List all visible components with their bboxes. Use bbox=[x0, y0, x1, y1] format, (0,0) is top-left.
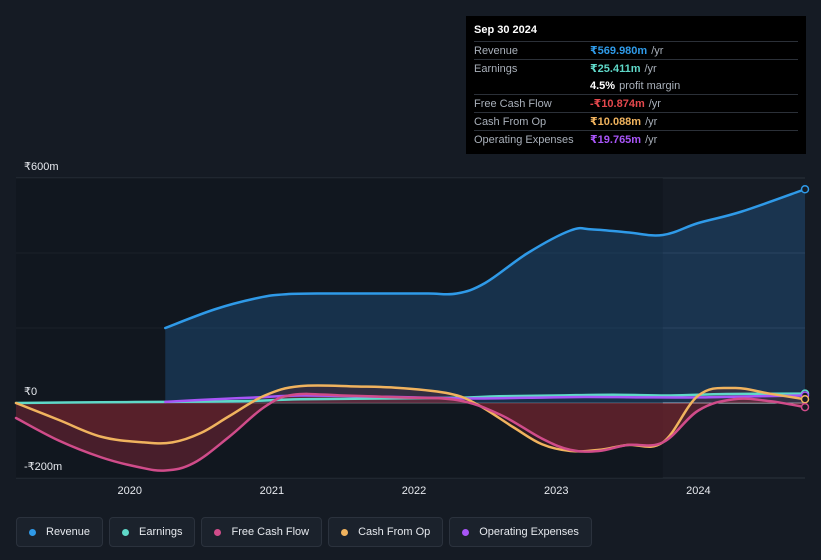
tooltip-row-unit: /yr bbox=[645, 115, 658, 128]
tooltip-row-label: Operating Expenses bbox=[474, 133, 574, 146]
tooltip-row-label: Cash From Op bbox=[474, 115, 547, 128]
chart-area bbox=[14, 177, 810, 479]
tooltip-row-label: Earnings bbox=[474, 62, 518, 75]
legend-dot-icon bbox=[462, 528, 470, 536]
legend-dot-icon bbox=[341, 528, 349, 536]
tooltip-row-value: -₹10.874m bbox=[590, 98, 645, 110]
end-marker-free-cash-flow bbox=[800, 402, 810, 412]
tooltip-panel: Sep 30 2024 Revenue ₹569.980m/yr Earnings ₹… bbox=[466, 16, 806, 154]
legend-label: Cash From Op bbox=[358, 526, 431, 538]
legend-item-free-cash-flow[interactable]: Free Cash Flow bbox=[201, 517, 323, 547]
tooltip-row-label: Free Cash Flow bbox=[474, 97, 552, 110]
legend-label: Revenue bbox=[46, 526, 91, 538]
tooltip-row-value: ₹569.980m bbox=[590, 45, 648, 57]
chart-areas bbox=[16, 189, 805, 471]
tooltip-row: Free Cash Flow -₹10.874m/yr bbox=[474, 94, 798, 112]
chart-legend: Revenue Earnings Free Cash Flow Cash From O… bbox=[16, 517, 592, 547]
legend-item-cash-from-op[interactable]: Cash From Op bbox=[328, 517, 444, 547]
legend-dot-icon bbox=[122, 528, 130, 536]
legend-dot-icon bbox=[29, 528, 36, 536]
end-marker-cash-from-op bbox=[800, 395, 810, 404]
chart-end-markers bbox=[800, 185, 810, 412]
x-tick-label: 2024 bbox=[686, 485, 711, 497]
tooltip-row: 4.5% profit margin bbox=[474, 77, 798, 94]
legend-label: Free Cash Flow bbox=[231, 526, 310, 538]
end-marker-revenue bbox=[800, 185, 810, 194]
area-cash-from-op bbox=[16, 385, 805, 452]
area-revenue bbox=[165, 189, 805, 403]
x-tick-label: 2023 bbox=[543, 485, 569, 497]
past-region bbox=[16, 178, 663, 478]
line-operating-expenses bbox=[164, 394, 807, 404]
line-cash-from-op bbox=[14, 384, 807, 453]
line-free-cash-flow bbox=[14, 392, 807, 472]
legend-item-earnings[interactable]: Earnings bbox=[109, 517, 196, 547]
tooltip-row-value: ₹10.088m bbox=[590, 116, 642, 128]
x-tick-label: 2020 bbox=[117, 485, 142, 497]
tooltip-row-label: Revenue bbox=[474, 44, 519, 57]
tooltip-row-value: 4.5% bbox=[590, 79, 616, 92]
tooltip-row-unit: /yr bbox=[644, 62, 657, 75]
tooltip-date: Sep 30 2024 bbox=[474, 24, 537, 36]
tooltip-row-unit: profit margin bbox=[619, 79, 681, 92]
tooltip-row-value: ₹19.765m bbox=[590, 134, 642, 146]
tooltip-row-unit: /yr bbox=[648, 97, 661, 110]
tooltip-row-unit: /yr bbox=[651, 44, 664, 57]
tooltip-row: Cash From Op ₹10.088m/yr bbox=[474, 112, 798, 130]
tooltip-row-unit: /yr bbox=[645, 133, 658, 146]
area-free-cash-flow bbox=[16, 393, 805, 471]
tooltip-row: Revenue ₹569.980m/yr bbox=[474, 41, 798, 59]
chart-lines bbox=[14, 188, 807, 472]
x-tick-label: 2021 bbox=[259, 485, 285, 497]
legend-item-operating-expenses[interactable]: Operating Expenses bbox=[449, 517, 592, 547]
tooltip-row: Earnings ₹25.411m/yr bbox=[474, 59, 798, 77]
x-tick-label: 2022 bbox=[401, 485, 427, 497]
legend-label: Operating Expenses bbox=[479, 526, 579, 538]
legend-dot-icon bbox=[214, 528, 222, 536]
legend-item-revenue[interactable]: Revenue bbox=[16, 517, 104, 547]
legend-label: Earnings bbox=[139, 526, 183, 538]
line-revenue bbox=[164, 188, 807, 330]
y-tick-label-top: ₹600m bbox=[24, 161, 59, 173]
highlight-region bbox=[16, 178, 663, 478]
y-tick-label-bottom: -₹200m bbox=[24, 461, 63, 473]
y-tick-label-zero: ₹0 bbox=[24, 386, 38, 398]
tooltip-row-value: ₹25.411m bbox=[590, 63, 641, 75]
tooltip-row: Operating Expenses ₹19.765m/yr bbox=[474, 130, 798, 148]
